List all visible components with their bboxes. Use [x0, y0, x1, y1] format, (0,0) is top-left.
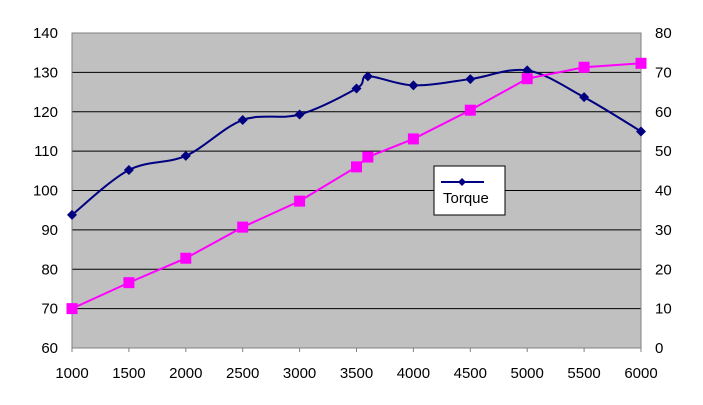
- y-left-tick-label: 90: [41, 222, 58, 239]
- data-point: [362, 71, 373, 82]
- x-tick-label: 1000: [55, 365, 88, 382]
- x-tick-label: 4000: [397, 365, 430, 382]
- data-point: [123, 277, 135, 289]
- data-point: [180, 150, 191, 161]
- y-left-tick-label: 120: [33, 104, 58, 121]
- data-point: [578, 61, 590, 73]
- series-2: [66, 57, 647, 315]
- data-point: [180, 252, 192, 264]
- y-left-tick-label: 80: [41, 261, 58, 278]
- x-tick-label: 3000: [283, 365, 316, 382]
- legend-marker: [458, 178, 466, 186]
- x-tick-label: 2500: [226, 365, 259, 382]
- legend-box: [433, 165, 506, 216]
- legend: Torque: [433, 165, 506, 216]
- data-point: [522, 65, 533, 76]
- y-right-tick-label: 10: [655, 301, 672, 318]
- x-tick-label: 2000: [169, 365, 202, 382]
- y-right-tick-label: 80: [655, 25, 672, 42]
- y-right-tick-label: 0: [655, 340, 663, 357]
- x-tick-label: 1500: [112, 365, 145, 382]
- y-right-axis-ticks: 0 10 20 30 40 50 60 70 80: [655, 25, 672, 357]
- series-layer: [66, 57, 647, 315]
- x-tick-label: 5000: [511, 365, 544, 382]
- y-right-tick-label: 40: [655, 183, 672, 200]
- data-point: [464, 104, 476, 116]
- y-left-tick-label: 100: [33, 183, 58, 200]
- data-point: [294, 109, 305, 120]
- y-right-tick-label: 30: [655, 222, 672, 239]
- x-axis-ticks: 1000 1500 2000 2500 3000 3500 4000 4500 5000 5500…: [55, 348, 658, 382]
- y-left-tick-label: 60: [41, 340, 58, 357]
- data-point: [237, 221, 249, 233]
- data-point: [408, 80, 419, 91]
- data-point: [521, 73, 533, 85]
- x-tick-label: 3500: [340, 365, 373, 382]
- series-line: [71, 62, 642, 310]
- data-point: [67, 209, 77, 220]
- data-point: [66, 303, 78, 315]
- y-right-tick-label: 50: [655, 143, 672, 160]
- x-tick-label: 4500: [454, 365, 487, 382]
- data-point: [294, 195, 306, 207]
- y-left-tick-label: 110: [34, 143, 58, 160]
- legend-label: Torque: [443, 190, 489, 207]
- series-1: [67, 65, 646, 220]
- y-left-tick-label: 70: [41, 301, 58, 318]
- y-left-axis-ticks: 60 70 80 90 100 110 120 130 140: [33, 25, 58, 357]
- series-line: [71, 68, 642, 216]
- data-point: [407, 133, 419, 145]
- y-left-tick-label: 130: [33, 64, 58, 81]
- data-point: [465, 74, 476, 85]
- data-point: [123, 165, 134, 176]
- y-right-tick-label: 60: [655, 104, 672, 121]
- data-point: [351, 161, 362, 173]
- x-tick-label: 6000: [624, 365, 657, 382]
- y-right-tick-label: 70: [655, 64, 672, 81]
- data-point: [635, 57, 647, 69]
- data-point: [636, 126, 646, 137]
- data-point: [579, 92, 590, 103]
- y-right-tick-label: 20: [655, 261, 672, 278]
- data-point: [362, 151, 374, 163]
- y-left-tick-label: 140: [33, 25, 58, 42]
- data-point: [351, 83, 362, 94]
- data-point: [237, 115, 248, 126]
- x-tick-label: 5500: [567, 365, 600, 382]
